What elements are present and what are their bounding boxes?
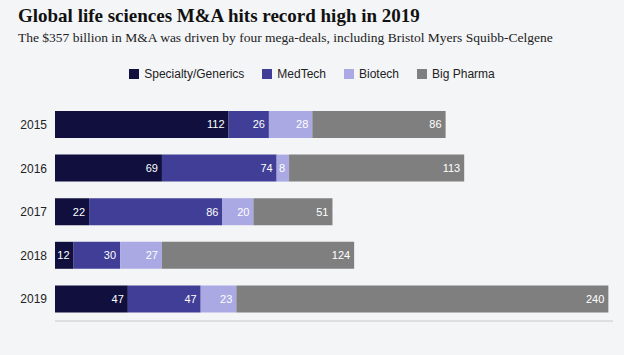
svg-text:26: 26	[253, 118, 265, 130]
svg-text:2015: 2015	[20, 118, 47, 132]
svg-text:86: 86	[206, 206, 218, 218]
svg-text:113: 113	[443, 162, 461, 174]
svg-text:28: 28	[296, 118, 308, 130]
html-text:Biotech: Biotech	[359, 67, 399, 81]
svg-text:2016: 2016	[20, 162, 47, 176]
svg-text:23: 23	[220, 293, 232, 305]
svg-text:20: 20	[237, 206, 249, 218]
svg-text:86: 86	[429, 118, 441, 130]
svg-text:47: 47	[184, 293, 196, 305]
svg-text:240: 240	[586, 293, 604, 305]
html-text:Specialty/Generics: Specialty/Generics	[144, 67, 245, 81]
svg-text:69: 69	[146, 162, 158, 174]
svg-text:22: 22	[73, 206, 85, 218]
svg-text:51: 51	[316, 206, 328, 218]
svg-text:74: 74	[260, 162, 272, 174]
svg-text:8: 8	[279, 162, 285, 174]
html-text:The $357 billion in M&A was dr: The $357 billion in M&A was driven by fo…	[18, 30, 553, 45]
svg-text:124: 124	[332, 249, 350, 261]
html-text:Big Pharma: Big Pharma	[432, 67, 495, 81]
svg-text:30: 30	[104, 249, 116, 261]
svg-text:112: 112	[207, 118, 225, 130]
svg-text:2018: 2018	[20, 249, 47, 263]
svg-text:12: 12	[57, 249, 69, 261]
svg-text:2017: 2017	[20, 205, 47, 219]
html-text:MedTech: MedTech	[277, 67, 326, 81]
svg-text:27: 27	[146, 249, 158, 261]
html-text:Global life sciences M&A hits: Global life sciences M&A hits record hig…	[18, 5, 420, 26]
svg-text:47: 47	[112, 293, 124, 305]
svg-text:2019: 2019	[20, 292, 47, 306]
